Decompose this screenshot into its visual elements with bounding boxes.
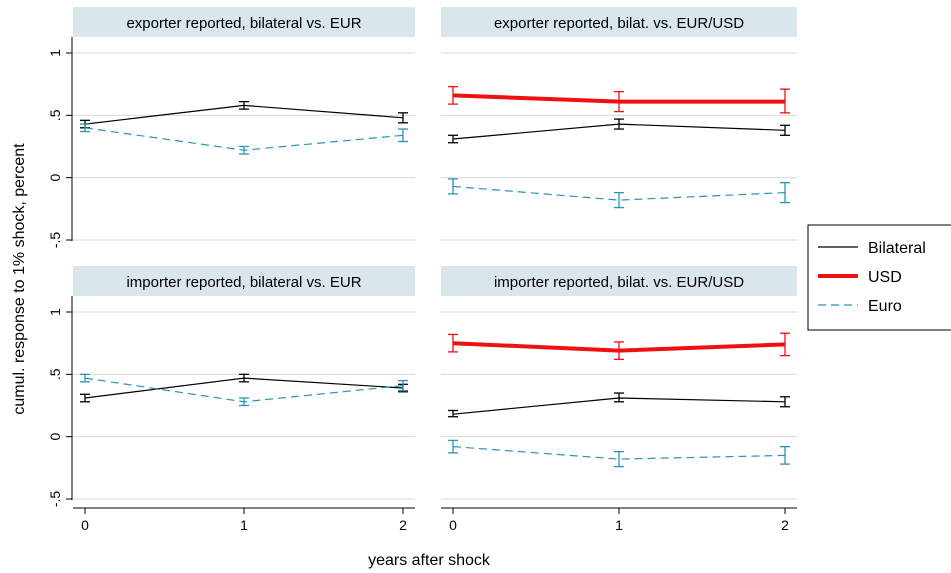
panel-2: exporter reported, bilat. vs. EUR/USD (441, 7, 797, 241)
error-bar (614, 450, 624, 468)
error-bar (780, 445, 790, 465)
y-axis-title: cumul. response to 1% shock, percent (11, 143, 28, 415)
series-usd (448, 86, 790, 114)
error-bar (398, 379, 408, 392)
error-bar (398, 112, 408, 124)
error-bar (239, 373, 249, 383)
error-bar (780, 396, 790, 408)
series-euro (80, 373, 408, 407)
panel-3: importer reported, bilateral vs. EUR (73, 266, 415, 500)
error-bar (614, 90, 624, 113)
series-bilateral (448, 392, 790, 418)
panel-title: exporter reported, bilateral vs. EUR (126, 15, 361, 32)
legend-label: USD (868, 269, 902, 286)
y-tick-label: .5 (47, 109, 63, 121)
error-bar (398, 128, 408, 143)
error-bar (780, 182, 790, 204)
legend-item-usd: USD (818, 269, 902, 286)
y-tick-label: .5 (47, 368, 63, 380)
error-bar (448, 178, 458, 195)
error-bar (614, 392, 624, 403)
error-bar (614, 118, 624, 130)
panel-title: exporter reported, bilat. vs. EUR/USD (494, 15, 744, 32)
series-euro (448, 178, 790, 209)
error-bar (780, 88, 790, 114)
series-euro (448, 439, 790, 468)
x-tick-label: 0 (81, 517, 89, 533)
error-bar (239, 145, 249, 155)
panel-strip (73, 266, 415, 296)
error-bar (448, 134, 458, 144)
x-tick-label: 2 (399, 517, 407, 533)
panel-title: importer reported, bilateral vs. EUR (126, 274, 361, 291)
panel-title: importer reported, bilat. vs. EUR/USD (494, 274, 744, 291)
series-euro (80, 123, 408, 155)
y-tick-label: -.5 (47, 491, 63, 508)
panels-layer: exporter reported, bilateral vs. EUR expo… (73, 7, 797, 500)
x-tick-label: 0 (449, 517, 457, 533)
legend-label: Bilateral (868, 240, 926, 257)
axes-layer: 1 .5 0 -.5 1 .5 0 -.5 0 1 2 0 1 2 (47, 37, 797, 533)
x-tick-label: 1 (615, 517, 623, 533)
legend-items: Bilateral USD Euro (818, 240, 926, 315)
series-usd (448, 332, 790, 361)
panel-strip (73, 7, 415, 37)
error-bar (780, 124, 790, 136)
legend: Bilateral USD Euro (807, 224, 951, 331)
series-bilateral (448, 118, 790, 144)
legend-item-bilateral: Bilateral (818, 240, 926, 257)
error-bar (448, 409, 458, 418)
panel-strip (441, 266, 797, 296)
y-tick-label: 0 (47, 433, 63, 441)
error-bar (448, 333, 458, 353)
error-bar (239, 397, 249, 407)
series-line-euro (452, 185, 786, 201)
error-bar (80, 393, 90, 403)
x-tick-label: 1 (240, 517, 248, 533)
error-bar (239, 100, 249, 110)
panel-4: importer reported, bilat. vs. EUR/USD (441, 266, 797, 500)
error-bar (780, 332, 790, 357)
y-tick-label: -.5 (47, 232, 63, 249)
y-tick-label: 1 (47, 308, 63, 316)
error-bar (448, 86, 458, 105)
series-line-euro (452, 446, 786, 460)
y-tick-label: 0 (47, 174, 63, 182)
x-axis-title: years after shock (368, 552, 491, 569)
legend-label: Euro (868, 298, 902, 315)
error-bar (448, 439, 458, 454)
x-tick-label: 2 (781, 517, 789, 533)
y-tick-label: 1 (47, 49, 63, 57)
panel-strip (441, 7, 797, 37)
panel-1: exporter reported, bilateral vs. EUR (73, 7, 415, 241)
error-bar (614, 191, 624, 209)
error-bar (80, 373, 90, 383)
error-bar (80, 123, 90, 133)
legend-item-euro: Euro (818, 298, 902, 315)
series-bilateral (80, 100, 408, 129)
error-bar (614, 341, 624, 361)
